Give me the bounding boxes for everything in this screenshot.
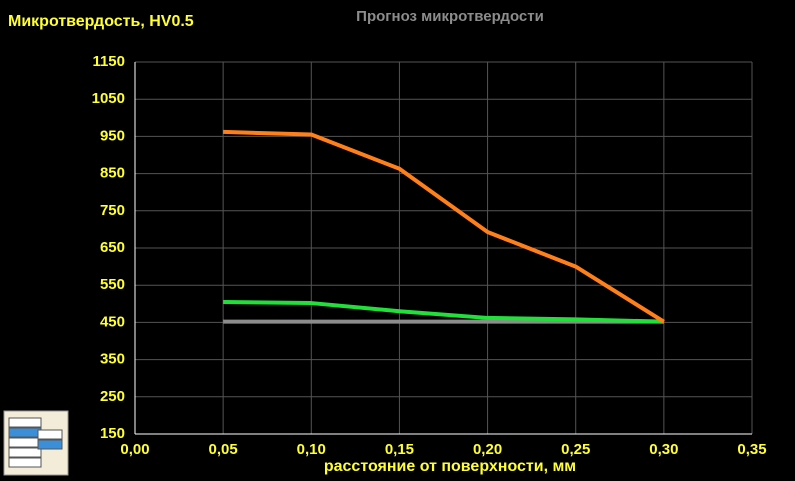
- series-line: [223, 129, 665, 324]
- x-tick-label: 0,35: [737, 441, 766, 458]
- y-axis-label: Микротвердость, HV0.5: [8, 13, 194, 30]
- chart-title: Прогноз микротвердости: [356, 8, 544, 25]
- x-tick-label: 0,15: [385, 441, 414, 458]
- x-tick-label: 0,00: [120, 441, 149, 458]
- x-tick-label: 0,10: [297, 441, 326, 458]
- y-tick-label: 650: [100, 239, 125, 256]
- x-tick-label: 0,05: [209, 441, 238, 458]
- x-tick-label: 0,25: [561, 441, 590, 458]
- table-icon[interactable]: [3, 410, 69, 476]
- y-tick-label: 1150: [92, 53, 125, 70]
- y-tick-label: 450: [100, 313, 125, 330]
- y-tick-label: 550: [100, 276, 125, 293]
- x-tick-label: 0,30: [649, 441, 678, 458]
- y-tick-label: 150: [100, 425, 125, 442]
- y-tick-label: 850: [100, 165, 125, 182]
- y-tick-label: 950: [100, 127, 125, 144]
- y-tick-label: 250: [100, 388, 125, 405]
- x-tick-label: 0,20: [473, 441, 502, 458]
- series-line: [223, 299, 664, 324]
- y-tick-label: 750: [100, 202, 125, 219]
- x-axis-label: расстояние от поверхности, мм: [324, 458, 576, 475]
- y-tick-label: 1050: [92, 90, 125, 107]
- y-tick-label: 350: [100, 351, 125, 368]
